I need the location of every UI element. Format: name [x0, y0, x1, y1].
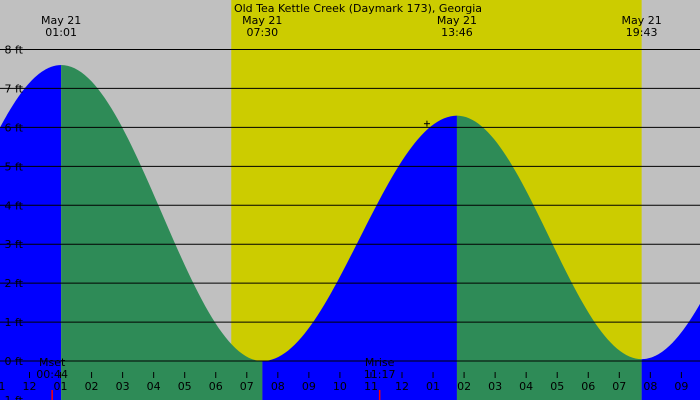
y-tick-label: 2 ft	[5, 277, 24, 290]
x-tick-label: 04	[519, 380, 533, 393]
rising-tide-area	[0, 65, 62, 400]
y-tick-label: 6 ft	[5, 121, 24, 134]
axis-layer: 8 ft 7 ft 6 ft 5 ft 4 ft 3 ft 2 ft 1 ft 0 ft -1 f…	[0, 43, 688, 400]
moon-event-label: Mset	[39, 356, 66, 369]
y-tick-label: 5 ft	[5, 160, 24, 173]
extremum-time-label: 13:46	[441, 26, 473, 39]
extremum-time-label: 19:43	[626, 26, 658, 39]
y-tick-label: 3 ft	[5, 238, 24, 251]
x-tick-label: 06	[209, 380, 223, 393]
y-tick-label: 7 ft	[5, 82, 24, 95]
rising-tide-area	[262, 115, 457, 400]
gridline-layer	[0, 48, 700, 362]
chart-title: Old Tea Kettle Creek (Daymark 173), Geor…	[234, 2, 482, 15]
x-tick-label: 09	[302, 380, 316, 393]
x-tick-label: 08	[271, 380, 285, 393]
y-tick-label: 1 ft	[5, 316, 24, 329]
x-tick-label: 02	[85, 380, 99, 393]
x-tick-label: 11	[364, 380, 378, 393]
extremum-date-label: May 21	[41, 14, 81, 27]
rising-tide-area	[641, 303, 700, 400]
x-tick-label: 05	[550, 380, 564, 393]
x-tick-label: 12	[395, 380, 409, 393]
x-tick-label: 03	[488, 380, 502, 393]
falling-tide-area	[456, 115, 642, 400]
x-tick-label: 01	[426, 380, 440, 393]
x-tick-label: 08	[643, 380, 657, 393]
moon-event-time: 00:44	[36, 368, 68, 381]
x-tick-label: 02	[457, 380, 471, 393]
x-tick-label: 04	[147, 380, 161, 393]
y-tick-label: 8 ft	[5, 43, 24, 56]
x-tick-label: 03	[116, 380, 130, 393]
y-tick-label: 0 ft	[5, 355, 24, 368]
x-tick-label: 12	[22, 380, 36, 393]
extremum-date-label: May 21	[242, 14, 282, 27]
x-tick-label: 11	[0, 380, 5, 393]
x-tick-label: 07	[240, 380, 254, 393]
extremum-date-label: May 21	[622, 14, 662, 27]
x-tick-label: 06	[581, 380, 595, 393]
x-tick-label: 10	[333, 380, 347, 393]
x-tick-label: 05	[178, 380, 192, 393]
y-tick-label: -1 ft	[1, 394, 24, 400]
x-tick-label: 09	[674, 380, 688, 393]
extremum-time-label: 01:01	[45, 26, 77, 39]
x-tick-label: 01	[54, 380, 68, 393]
extremum-time-label: 07:30	[246, 26, 278, 39]
tide-area-layer	[0, 65, 700, 400]
moon-event-time: 11:17	[364, 368, 396, 381]
moon-event-label: Mrise	[365, 356, 395, 369]
falling-tide-area	[61, 65, 263, 400]
y-tick-label: 4 ft	[5, 199, 24, 212]
extremum-date-label: May 21	[437, 14, 477, 27]
x-tick-label: 07	[612, 380, 626, 393]
